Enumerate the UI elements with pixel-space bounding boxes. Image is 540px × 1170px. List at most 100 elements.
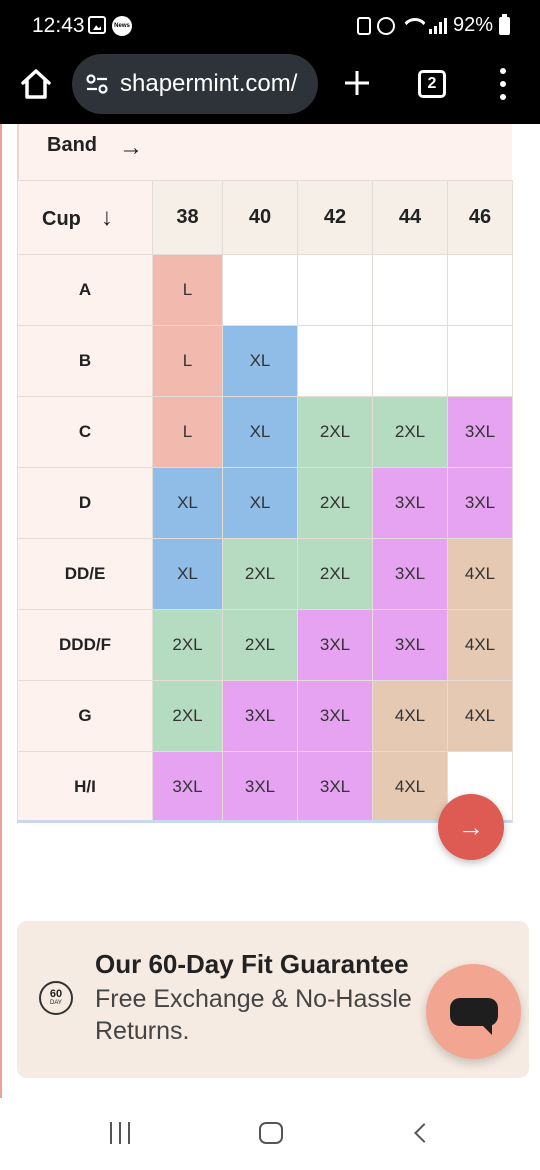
address-bar[interactable]: shapermint.com/ (72, 54, 318, 114)
size-cell: 4XL (447, 609, 513, 681)
table-row: B L XL (17, 325, 513, 397)
size-cell (222, 254, 298, 326)
battery-icon (499, 13, 510, 35)
tune-icon[interactable] (84, 71, 110, 97)
size-cell: 3XL (372, 538, 448, 610)
table-row: C L XL 2XL 2XL 3XL (17, 396, 513, 468)
more-vert-icon[interactable] (497, 68, 509, 100)
table-row: G 2XL 3XL 3XL 4XL 4XL (17, 680, 513, 752)
size-cell: 3XL (152, 751, 223, 823)
cup-size-cell: H/I (17, 751, 153, 823)
wifi-icon (401, 18, 423, 34)
size-cell: XL (152, 467, 223, 539)
table-row: H/I 3XL 3XL 3XL 4XL (17, 751, 513, 823)
size-cell (447, 254, 513, 326)
cup-size-cell: DD/E (17, 538, 153, 610)
notification-icons: News (88, 16, 132, 36)
news-icon: News (112, 16, 132, 36)
back-button[interactable] (414, 1123, 434, 1143)
size-cell (297, 325, 373, 397)
size-cell: 4XL (447, 680, 513, 752)
sim-icon (356, 16, 371, 35)
table-row: D XL XL 2XL 3XL 3XL (17, 467, 513, 539)
cup-size-cell: G (17, 680, 153, 752)
size-cell (447, 325, 513, 397)
size-cell: 3XL (297, 751, 373, 823)
size-cell: 3XL (372, 467, 448, 539)
gallery-icon (88, 16, 106, 34)
status-time: 12:43 (32, 14, 85, 37)
band-header-cell: 44 (372, 180, 448, 255)
band-header-cell: 46 (447, 180, 513, 255)
size-cell: L (152, 396, 223, 468)
new-tab-button[interactable] (342, 68, 372, 98)
band-header-cell: 42 (297, 180, 373, 255)
size-cell: XL (222, 467, 298, 539)
size-chart-table: Cup ↓ 38 40 42 44 46 A L B L XL C L XL 2XL 2XL 3XL D… (17, 180, 513, 823)
size-cell: 3XL (447, 467, 513, 539)
cup-size-cell: DDD/F (17, 609, 153, 681)
system-icons: 92% (356, 13, 510, 37)
band-header-cell: 38 (152, 180, 223, 255)
battery-percent: 92% (452, 14, 493, 36)
guarantee-title: Our 60-Day Fit Guarantee (95, 949, 409, 979)
size-cell (297, 254, 373, 326)
size-cell: 3XL (222, 751, 298, 823)
size-cell: 2XL (152, 609, 223, 681)
size-cell: 2XL (297, 538, 373, 610)
size-cell: L (152, 325, 223, 397)
recents-button[interactable] (110, 1122, 130, 1144)
cup-label: Cup (42, 207, 81, 230)
band-header: Band → (17, 124, 512, 180)
home-button[interactable] (18, 66, 54, 102)
chat-button[interactable] (426, 964, 521, 1059)
size-cell: 4XL (372, 751, 448, 823)
cup-size-cell: C (17, 396, 153, 468)
plus-icon (345, 71, 369, 95)
home-icon (21, 69, 51, 99)
size-cell: 3XL (297, 609, 373, 681)
web-page: Band → Cup ↓ 38 40 42 44 46 A L B L XL C L XL 2XL… (0, 124, 540, 1098)
cup-size-cell: B (17, 325, 153, 397)
size-cell: 3XL (447, 396, 513, 468)
status-bar: 12:43 News 92% (0, 0, 540, 52)
size-cell: 2XL (152, 680, 223, 752)
system-nav-bar (0, 1098, 540, 1170)
tab-switcher-button[interactable]: 2 (418, 70, 446, 98)
next-arrow-button[interactable]: → (438, 794, 504, 860)
size-cell: 3XL (297, 680, 373, 752)
browser-toolbar: shapermint.com/ 2 (0, 52, 540, 124)
size-cell: 2XL (222, 609, 298, 681)
home-nav-button[interactable] (259, 1122, 283, 1144)
signal-icon (428, 17, 447, 34)
size-cell: L (152, 254, 223, 326)
size-cell: 2XL (297, 467, 373, 539)
cup-size-cell: A (17, 254, 153, 326)
size-cell: 2XL (372, 396, 448, 468)
size-cell: XL (222, 325, 298, 397)
table-scrollbar[interactable] (17, 820, 512, 823)
cup-header: Cup ↓ (17, 180, 153, 255)
band-label: Band (47, 134, 97, 156)
size-cell: 2XL (222, 538, 298, 610)
url-text: shapermint.com/ (120, 70, 298, 97)
band-row-header: Cup ↓ 38 40 42 44 46 (17, 180, 513, 255)
fit-guarantee-banner: 60 DAY Our 60-Day Fit Guarantee Free Exc… (17, 921, 529, 1078)
table-row: DD/E XL 2XL 2XL 3XL 4XL (17, 538, 513, 610)
band-arrow-icon: → (119, 134, 143, 161)
band-header-cell: 40 (222, 180, 298, 255)
sixty-day-seal-icon: 60 DAY (39, 981, 73, 1015)
guarantee-subtitle: Free Exchange & No-Hassle Returns. (95, 985, 412, 1045)
chat-icon (449, 997, 498, 1035)
size-cell: 2XL (297, 396, 373, 468)
size-cell: 4XL (447, 538, 513, 610)
size-cell: XL (222, 396, 298, 468)
size-cell (372, 325, 448, 397)
size-cell: 4XL (372, 680, 448, 752)
left-accent-line (0, 124, 2, 1098)
table-row: DDD/F 2XL 2XL 3XL 3XL 4XL (17, 609, 513, 681)
alarm-icon (376, 16, 395, 35)
cup-size-cell: D (17, 467, 153, 539)
cup-arrow-icon: ↓ (100, 203, 113, 231)
